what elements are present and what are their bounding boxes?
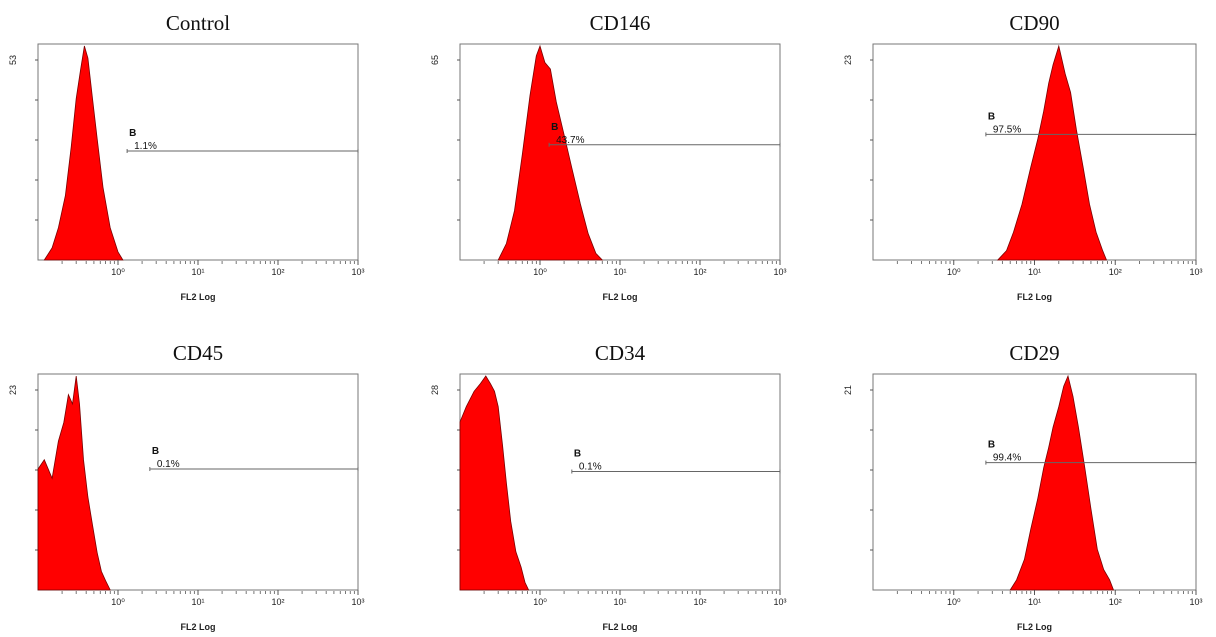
x-tick-label: 10² xyxy=(1109,597,1122,607)
x-tick-label: 10¹ xyxy=(1028,267,1041,277)
x-tick-label: 10⁰ xyxy=(533,597,547,607)
histogram-area xyxy=(37,375,111,591)
gate-label: B xyxy=(988,111,995,122)
histogram-svg: Control 53 10⁰ 10¹ 10² 10³ FL2 Log B 1.1% xyxy=(8,11,365,302)
histogram-svg: CD146 65 10⁰ 10¹ 10² 10³ FL2 Log B 43.7% xyxy=(430,11,787,302)
x-tick-label: 10³ xyxy=(1189,267,1202,277)
gate-percent: 1.1% xyxy=(134,141,157,152)
y-axis-max-label: 53 xyxy=(8,55,18,65)
histogram-area xyxy=(497,44,604,261)
chart-title: CD45 xyxy=(173,341,223,365)
y-axis-max-label: 65 xyxy=(430,55,440,65)
gate-percent: 43.7% xyxy=(556,135,584,146)
histogram-svg: CD29 21 10⁰ 10¹ 10² 10³ FL2 Log B 99.4% xyxy=(843,341,1203,632)
x-tick-label: 10³ xyxy=(351,267,364,277)
gate-label: B xyxy=(152,446,159,457)
gate-label: B xyxy=(574,449,581,460)
x-tick-label: 10⁰ xyxy=(533,267,547,277)
x-tick-label: 10³ xyxy=(1189,597,1202,607)
chart-title: Control xyxy=(166,11,230,35)
gate-label: B xyxy=(551,122,558,133)
x-axis-label: FL2 Log xyxy=(181,622,216,632)
gate-label: B xyxy=(129,128,136,139)
x-tick-label: 10² xyxy=(693,267,706,277)
x-axis-label: FL2 Log xyxy=(181,292,216,302)
histogram-panel-control: Control 53 10⁰ 10¹ 10² 10³ FL2 Log B 1.1% xyxy=(0,0,405,318)
chart-title: CD29 xyxy=(1009,341,1059,365)
x-tick-label: 10³ xyxy=(773,267,786,277)
histogram-svg: CD45 23 10⁰ 10¹ 10² 10³ FL2 Log B 0.1% xyxy=(8,341,365,632)
x-tick-label: 10⁰ xyxy=(947,597,961,607)
x-axis-label: FL2 Log xyxy=(1017,622,1052,632)
plot-frame xyxy=(459,43,781,261)
gate-percent: 99.4% xyxy=(993,453,1021,464)
histogram-svg: CD34 28 10⁰ 10¹ 10² 10³ FL2 Log B 0.1% xyxy=(430,341,787,632)
histogram-panel-cd29: CD29 21 10⁰ 10¹ 10² 10³ FL2 Log B 99.4% xyxy=(843,318,1216,636)
y-axis-max-label: 23 xyxy=(8,385,18,395)
histogram-area xyxy=(1009,374,1115,591)
x-tick-label: 10³ xyxy=(773,597,786,607)
histogram-panel-cd90: CD90 23 10⁰ 10¹ 10² 10³ FL2 Log B 97.5% xyxy=(843,0,1216,318)
x-tick-label: 10¹ xyxy=(191,597,204,607)
x-tick-label: 10³ xyxy=(351,597,364,607)
y-axis-max-label: 23 xyxy=(843,55,853,65)
histogram-panel-cd45: CD45 23 10⁰ 10¹ 10² 10³ FL2 Log B 0.1% xyxy=(0,318,405,636)
y-axis-max-label: 28 xyxy=(430,385,440,395)
x-tick-label: 10¹ xyxy=(1028,597,1041,607)
x-tick-label: 10² xyxy=(271,597,284,607)
histogram-area xyxy=(459,375,530,591)
histogram-svg: CD90 23 10⁰ 10¹ 10² 10³ FL2 Log B 97.5% xyxy=(843,11,1203,302)
gate-percent: 0.1% xyxy=(579,462,602,473)
gate-percent: 0.1% xyxy=(157,459,180,470)
chart-title: CD146 xyxy=(590,11,651,35)
x-tick-label: 10¹ xyxy=(191,267,204,277)
x-tick-label: 10¹ xyxy=(613,597,626,607)
x-axis-label: FL2 Log xyxy=(603,622,638,632)
gate-percent: 97.5% xyxy=(993,124,1021,135)
histogram-panel-cd146: CD146 65 10⁰ 10¹ 10² 10³ FL2 Log B 43.7% xyxy=(422,0,827,318)
gate-label: B xyxy=(988,440,995,451)
histogram-area xyxy=(43,45,124,261)
x-tick-label: 10⁰ xyxy=(111,597,125,607)
histogram-panel-cd34: CD34 28 10⁰ 10¹ 10² 10³ FL2 Log B 0.1% xyxy=(422,318,827,636)
x-axis-label: FL2 Log xyxy=(1017,292,1052,302)
chart-title: CD90 xyxy=(1009,11,1059,35)
x-axis-label: FL2 Log xyxy=(603,292,638,302)
y-axis-max-label: 21 xyxy=(843,385,853,395)
x-tick-label: 10⁰ xyxy=(947,267,961,277)
chart-title: CD34 xyxy=(595,341,646,365)
x-tick-label: 10² xyxy=(1109,267,1122,277)
x-tick-label: 10¹ xyxy=(613,267,626,277)
x-tick-label: 10² xyxy=(693,597,706,607)
histogram-area xyxy=(996,44,1108,261)
x-tick-label: 10² xyxy=(271,267,284,277)
x-tick-label: 10⁰ xyxy=(111,267,125,277)
